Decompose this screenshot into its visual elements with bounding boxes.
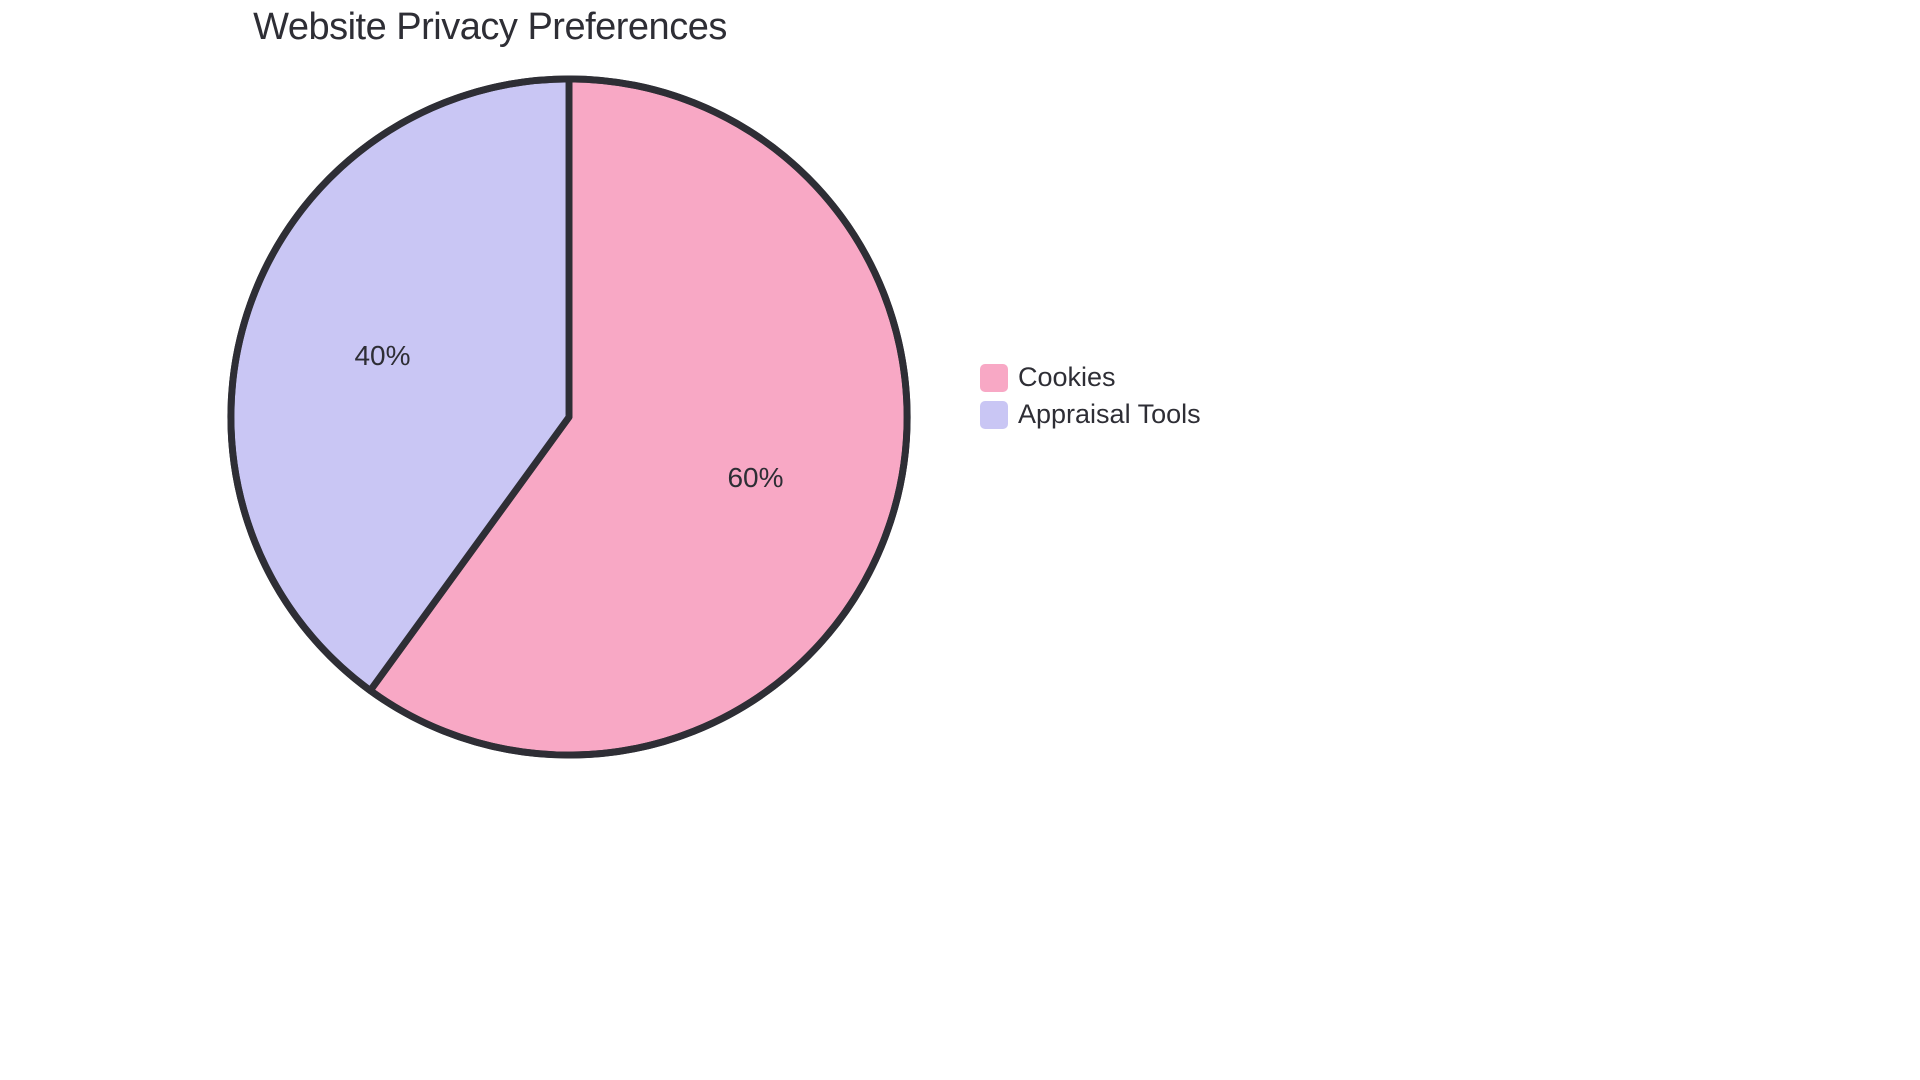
legend: Cookies Appraisal Tools xyxy=(980,362,1201,436)
pie-svg xyxy=(224,72,914,762)
slice-label: 60% xyxy=(727,462,783,494)
legend-label: Appraisal Tools xyxy=(1018,399,1201,430)
legend-item: Cookies xyxy=(980,362,1201,393)
legend-swatch xyxy=(980,364,1008,392)
slice-label: 40% xyxy=(354,340,410,372)
chart-stage: Website Privacy Preferences 60% 40% Cooki… xyxy=(0,0,1440,768)
legend-swatch xyxy=(980,401,1008,429)
legend-label: Cookies xyxy=(1018,362,1116,393)
pie-chart: 60% 40% xyxy=(224,72,914,762)
legend-item: Appraisal Tools xyxy=(980,399,1201,430)
chart-title: Website Privacy Preferences xyxy=(0,6,980,49)
